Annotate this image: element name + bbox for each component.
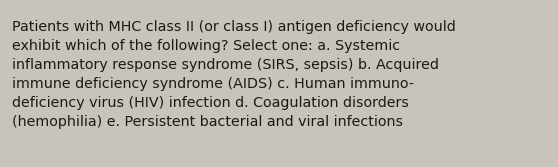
Text: Patients with MHC class II (or class I) antigen deficiency would
exhibit which o: Patients with MHC class II (or class I) … bbox=[12, 20, 456, 129]
